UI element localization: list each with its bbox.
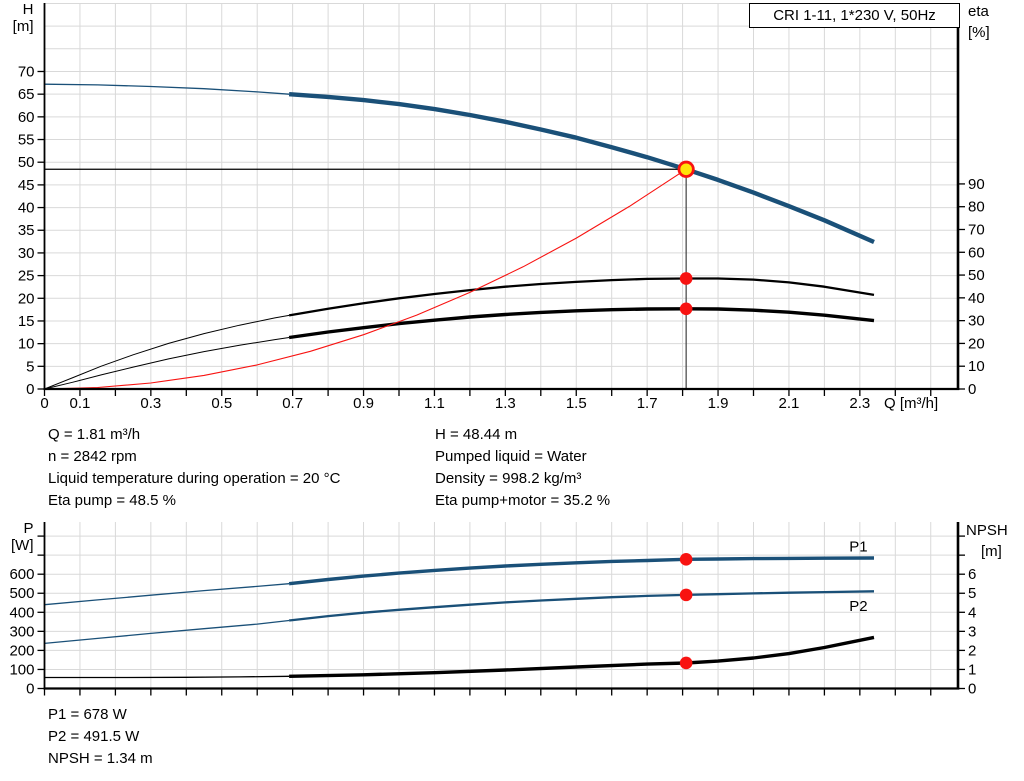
npsh-curve: [289, 635, 875, 678]
duty-point-marker[interactable]: [677, 160, 695, 178]
x-tick-label: 1.7: [637, 395, 658, 412]
left-tick-label: 0: [26, 681, 34, 698]
info-liquid-temperature: Liquid temperature during operation = 20…: [48, 470, 341, 487]
npsh-curve-out-of-range: [44, 675, 290, 679]
right-tick-label: 60: [968, 244, 985, 261]
right-tick-label: 90: [968, 176, 985, 193]
info-flow: Q = 1.81 m³/h: [48, 426, 141, 443]
left-tick-label: 60: [18, 109, 35, 126]
right-tick-label: 50: [968, 267, 985, 284]
duty-info-left: Q = 1.81 m³/h n = 2842 rpm Liquid temper…: [48, 424, 340, 512]
info-p1: P1 = 678 W: [48, 706, 127, 723]
left-tick-label: 15: [18, 313, 35, 330]
right-tick-label: 40: [968, 290, 985, 307]
right-tick-label: 1: [968, 661, 976, 678]
x-tick-label: 0.1: [70, 395, 91, 412]
right-tick-label: 70: [968, 221, 985, 238]
left-axis-title: P: [23, 520, 33, 537]
left-axis-unit: [W]: [11, 537, 34, 554]
left-tick-label: 30: [18, 245, 35, 262]
p2-curve: [288, 590, 875, 622]
left-tick-label: 400: [9, 604, 34, 621]
right-axis-title: eta: [968, 3, 990, 20]
right-axis-unit: [m]: [981, 543, 1002, 560]
info-eta-pump-motor: Eta pump+motor = 35.2 %: [435, 492, 611, 509]
x-tick-label: 0.5: [211, 395, 232, 412]
right-tick-label: 6: [968, 566, 976, 583]
pump-title-box: CRI 1-11, 1*230 V, 50Hz: [749, 3, 960, 28]
npsh-marker: [679, 656, 693, 670]
left-axis-title: H: [23, 1, 34, 18]
right-tick-label: 80: [968, 199, 985, 216]
p1-curve: [288, 556, 875, 586]
left-tick-label: 70: [18, 63, 35, 80]
x-tick-label: 0.3: [140, 395, 161, 412]
p2-curve-out-of-range: [44, 619, 290, 645]
right-tick-label: 5: [968, 585, 976, 602]
left-tick-label: 600: [9, 566, 34, 583]
left-tick-label: 35: [18, 222, 35, 239]
x-tick-label: 1.5: [566, 395, 587, 412]
p2-marker: [679, 588, 693, 602]
x-tick-label: 1.3: [495, 395, 516, 412]
p1-curve-out-of-range: [44, 583, 290, 606]
head-curve: [288, 92, 875, 245]
p1-marker: [679, 553, 693, 566]
x-tick-label: 1.1: [424, 395, 445, 412]
eta-pump-motor-curve-out-of-range: [44, 337, 290, 390]
left-tick-label: 50: [18, 154, 35, 171]
eta-pump-motor-marker: [679, 302, 693, 316]
info-p2: P2 = 491.5 W: [48, 728, 140, 745]
left-tick-label: 25: [18, 268, 35, 285]
right-tick-label: 0: [968, 381, 976, 398]
right-tick-label: 10: [968, 358, 985, 375]
x-tick-label: 2.1: [779, 395, 800, 412]
x-axis-title: Q [m³/h]: [884, 395, 938, 412]
eta-pump-curve: [288, 277, 875, 317]
left-tick-label: 200: [9, 642, 34, 659]
x-tick-label: 2.3: [849, 395, 870, 412]
left-tick-label: 500: [9, 585, 34, 602]
info-npsh: NPSH = 1.34 m: [48, 750, 153, 767]
left-tick-label: 55: [18, 132, 35, 149]
left-tick-label: 40: [18, 200, 35, 217]
right-axis-title: NPSH: [966, 522, 1008, 539]
left-tick-label: 100: [9, 661, 34, 678]
info-head: H = 48.44 m: [435, 426, 518, 443]
right-tick-label: 3: [968, 623, 976, 640]
system-curve: [44, 168, 687, 390]
right-tick-label: 4: [968, 604, 976, 621]
right-tick-label: 0: [968, 681, 976, 698]
x-tick-label: 1.9: [708, 395, 729, 412]
curve-label-p2: P2: [849, 598, 867, 615]
eta-pump-motor-curve: [288, 307, 875, 340]
power-info-block: P1 = 678 W P2 = 491.5 W NPSH = 1.34 m: [48, 704, 153, 770]
info-speed: n = 2842 rpm: [48, 448, 137, 465]
right-axis-unit: [%]: [968, 24, 990, 41]
left-axis-unit: [m]: [13, 18, 34, 35]
right-tick-label: 20: [968, 335, 985, 352]
head-curve-out-of-range: [44, 83, 290, 95]
left-tick-label: 5: [26, 358, 34, 375]
left-tick-label: 45: [18, 177, 35, 194]
x-tick-label: 0.9: [353, 395, 374, 412]
x-tick-label: 0: [40, 395, 48, 412]
eta-pump-curve-out-of-range: [44, 314, 290, 390]
left-tick-label: 20: [18, 290, 35, 307]
left-tick-label: 300: [9, 623, 34, 640]
left-tick-label: 0: [26, 381, 34, 398]
x-tick-label: 0.7: [282, 395, 303, 412]
info-eta-pump: Eta pump = 48.5 %: [48, 492, 176, 509]
info-density: Density = 998.2 kg/m³: [435, 470, 582, 487]
duty-info-right: H = 48.44 m Pumped liquid = Water Densit…: [435, 424, 610, 512]
left-tick-label: 10: [18, 336, 35, 353]
info-pumped-liquid: Pumped liquid = Water: [435, 448, 587, 465]
right-tick-label: 30: [968, 313, 985, 330]
left-tick-label: 65: [18, 86, 35, 103]
right-tick-label: 2: [968, 642, 976, 659]
eta-pump-marker: [679, 272, 693, 285]
curve-label-p1: P1: [849, 538, 867, 555]
